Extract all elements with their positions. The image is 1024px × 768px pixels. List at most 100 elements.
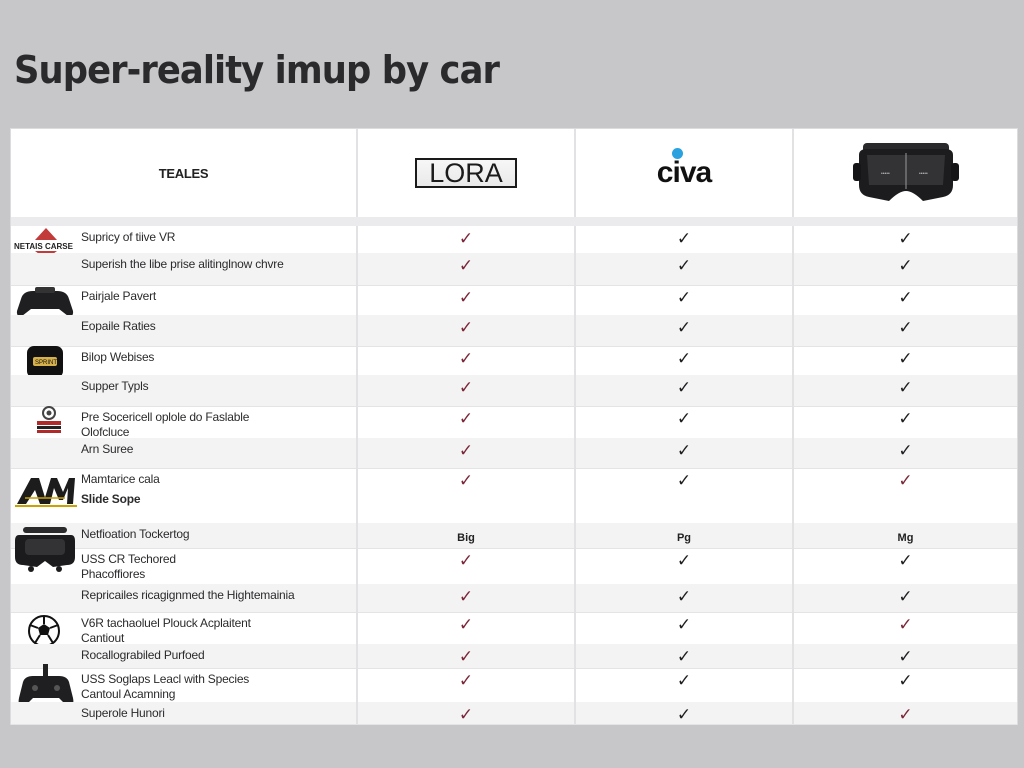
check-icon: ✓ bbox=[898, 256, 913, 275]
feature-label: Mamtarice cala Slide Sope bbox=[81, 472, 160, 507]
value-cell-civa: ✓ bbox=[576, 584, 794, 612]
page-title: Super-reality imup by car bbox=[14, 48, 500, 92]
feature-label-cell: Arn Suree bbox=[11, 438, 358, 468]
feature-label-cell: Netfioation Tockertog bbox=[11, 523, 358, 572]
value-cell-headset: ✓ bbox=[794, 668, 1017, 702]
crest-icon bbox=[29, 404, 69, 447]
feature-label: Bilop Webises bbox=[81, 350, 154, 365]
feature-label-line: Bilop Webises bbox=[81, 350, 155, 364]
value-cell-civa: Pg bbox=[576, 523, 794, 548]
value-cell-civa: ✓ bbox=[576, 468, 794, 523]
check-icon: ✓ bbox=[458, 705, 474, 724]
value-cell-lora: ✓ bbox=[358, 468, 576, 523]
comparison-table: TEALES LORA civa ••••• ••••• bbox=[10, 128, 1018, 725]
feature-label: V6R tachaoluel Plouck Acplaitent Cantiout bbox=[81, 616, 251, 646]
feature-label-cell: Superish the libe prise alitinglnow chvr… bbox=[11, 253, 358, 285]
value-cell-lora: ✓ bbox=[358, 438, 576, 468]
civa-logo-text: civa bbox=[656, 156, 712, 189]
vr-headset-icon bbox=[15, 525, 75, 578]
check-icon: ✓ bbox=[458, 409, 474, 428]
check-icon: ✓ bbox=[458, 671, 474, 690]
check-icon: ✓ bbox=[458, 471, 474, 490]
table-row: SPRINT Bilop Webises ✓ ✓ ✓ bbox=[11, 346, 1017, 378]
feature-label: Pre Socericell oplole do Faslable Olofclu… bbox=[81, 410, 249, 440]
check-icon: ✓ bbox=[898, 229, 913, 248]
features-header-label: TEALES bbox=[158, 165, 209, 181]
value-cell-civa: ✓ bbox=[576, 346, 794, 375]
check-icon: ✓ bbox=[898, 441, 913, 460]
value-cell-civa: ✓ bbox=[576, 438, 794, 468]
feature-label-line: Cantoul Acamning bbox=[81, 687, 176, 701]
table-row: USS CR Techored Phacoffiores ✓ ✓ ✓ bbox=[11, 548, 1017, 585]
feature-label-cell: Pairjale Pavert bbox=[11, 285, 358, 317]
value-cell-headset: ✓ bbox=[794, 644, 1017, 668]
lora-logo-text: LORA bbox=[429, 157, 503, 188]
value-cell-headset: Mg bbox=[794, 523, 1017, 548]
table-row: USS Soglaps Leacl with Species Cantoul Ac… bbox=[11, 664, 1017, 707]
table-row: Rocallograbiled Purfoed ✓ ✓ ✓ bbox=[11, 644, 1017, 669]
svg-text:SPRINT: SPRINT bbox=[35, 360, 57, 366]
feature-label: Eopaile Raties bbox=[81, 319, 156, 334]
value-cell-lora: ✓ bbox=[358, 253, 576, 285]
feature-label: Superole Hunori bbox=[81, 706, 165, 721]
value-cell-lora: ✓ bbox=[358, 375, 576, 406]
brand-column-headset[interactable]: ••••• ••••• bbox=[794, 129, 1017, 217]
value-cell-lora: ✓ bbox=[358, 612, 576, 644]
feature-label: Superish the libe prise alitinglnow chvr… bbox=[81, 257, 284, 272]
check-icon: ✓ bbox=[898, 647, 913, 666]
value-cell-lora: ✓ bbox=[358, 668, 576, 702]
check-icon: ✓ bbox=[458, 229, 474, 248]
table-row: Eopaile Raties ✓ ✓ ✓ bbox=[11, 315, 1017, 347]
value-cell-headset: ✓ bbox=[794, 375, 1017, 406]
check-icon: ✓ bbox=[898, 671, 913, 690]
check-icon: ✓ bbox=[676, 229, 692, 248]
table-header-row: TEALES LORA civa ••••• ••••• bbox=[11, 129, 1017, 218]
check-icon: ✓ bbox=[458, 647, 474, 666]
value-text: Pg bbox=[676, 532, 692, 544]
table-row: V6R tachaoluel Plouck Acplaitent Cantiout… bbox=[11, 612, 1017, 647]
feature-label: USS Soglaps Leacl with Species Cantoul Ac… bbox=[81, 672, 249, 702]
check-icon: ✓ bbox=[458, 551, 474, 570]
value-cell-civa: ✓ bbox=[576, 612, 794, 644]
check-icon: ✓ bbox=[676, 671, 692, 690]
brand-column-civa[interactable]: civa bbox=[576, 129, 794, 217]
value-cell-civa: ✓ bbox=[576, 406, 794, 438]
svg-text:NETAIS CARSE: NETAIS CARSE bbox=[14, 242, 74, 251]
feature-label-line: Repricailes ricagignmed the Hightemainia bbox=[81, 588, 295, 602]
feature-label-line: Mamtarice cala bbox=[81, 472, 160, 486]
value-cell-headset: ✓ bbox=[794, 468, 1017, 523]
table-row: Pre Socericell oplole do Faslable Olofclu… bbox=[11, 406, 1017, 439]
features-header-cell: TEALES bbox=[11, 129, 358, 217]
value-cell-lora: ✓ bbox=[358, 285, 576, 315]
brand-column-lora[interactable]: LORA bbox=[358, 129, 576, 217]
check-icon: ✓ bbox=[676, 647, 692, 666]
check-icon: ✓ bbox=[898, 378, 913, 397]
feature-label-cell: Superole Hunori bbox=[11, 702, 358, 724]
value-cell-lora: Big bbox=[358, 523, 576, 548]
feature-label-cell: Supper Typls bbox=[11, 375, 358, 406]
value-cell-headset: ✓ bbox=[794, 612, 1017, 644]
check-icon: ✓ bbox=[898, 587, 913, 606]
check-icon: ✓ bbox=[458, 441, 474, 460]
svg-text:•••••: ••••• bbox=[881, 171, 890, 177]
feature-label: Supper Typls bbox=[81, 379, 149, 394]
soccer-ball-icon bbox=[27, 614, 61, 653]
feature-label-cell: V6R tachaoluel Plouck Acplaitent Cantiout bbox=[11, 612, 358, 647]
value-cell-lora: ✓ bbox=[358, 315, 576, 346]
feature-label-line: Supper Typls bbox=[81, 379, 149, 393]
feature-label-line: Netfioation Tockertog bbox=[81, 527, 190, 541]
value-cell-headset: ✓ bbox=[794, 406, 1017, 438]
check-icon: ✓ bbox=[458, 349, 474, 368]
check-icon: ✓ bbox=[676, 378, 692, 397]
feature-label-line: Cantiout bbox=[81, 631, 125, 645]
feature-label-line: Superole Hunori bbox=[81, 706, 165, 720]
table-row: Superish the libe prise alitinglnow chvr… bbox=[11, 253, 1017, 286]
feature-label: Supricy of tiive VR bbox=[81, 230, 175, 245]
feature-label-cell: USS Soglaps Leacl with Species Cantoul Ac… bbox=[11, 664, 358, 707]
value-cell-headset: ✓ bbox=[794, 315, 1017, 346]
feature-label: Arn Suree bbox=[81, 442, 133, 457]
feature-label-cell: Repricailes ricagignmed the Hightemainia bbox=[11, 584, 358, 612]
check-icon: ✓ bbox=[458, 378, 474, 397]
value-cell-headset: ✓ bbox=[794, 584, 1017, 612]
feature-label-cell: Rocallograbiled Purfoed bbox=[11, 644, 358, 668]
